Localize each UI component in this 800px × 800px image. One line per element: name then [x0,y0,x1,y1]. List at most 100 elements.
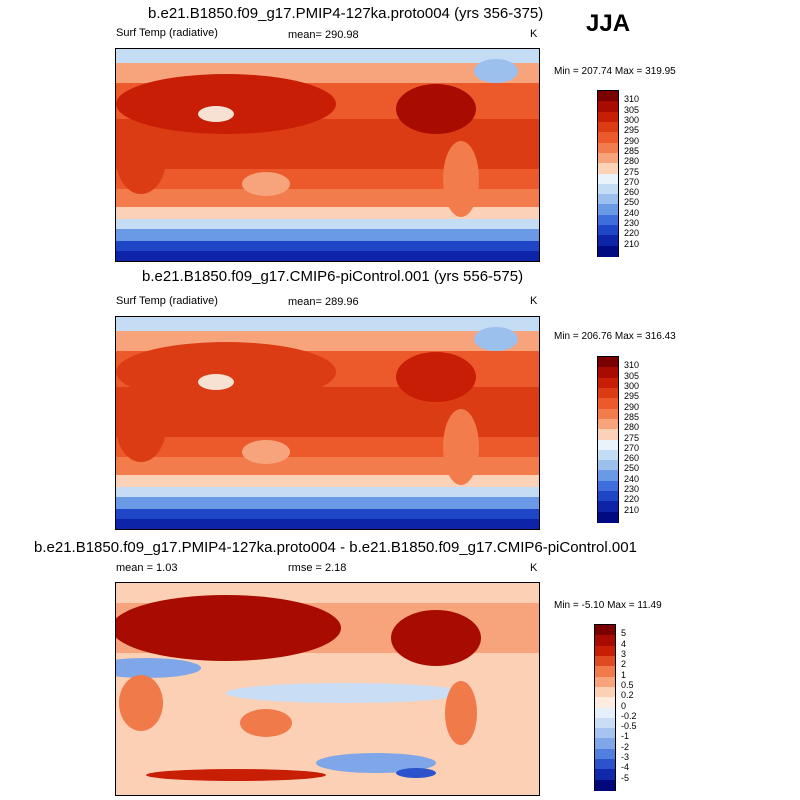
map-continent-eurasia [116,342,336,402]
map-band [116,457,539,475]
panel-2-title: b.e21.B1850.f09_g17.CMIP6-piControl.001 … [142,268,524,285]
panel-1-map [115,48,540,262]
colorbar-tick-label: 285 [624,411,640,422]
colorbar-tick-label: 280 [624,156,640,167]
colorbar-tick-label: 270 [624,442,640,453]
panel-3-minmax-label: Min = -5.10 Max = 11.49 [554,600,662,611]
map-band [116,497,539,509]
map-continent-eurasia [116,74,336,134]
map-continent-northamerica [396,352,476,402]
map-band [116,509,539,519]
colorbar-box [598,163,618,174]
colorbar-box [598,152,618,164]
colorbar-box [595,707,615,719]
colorbar-tick-label: -3 [621,752,630,763]
colorbar-tick-label: 270 [624,176,640,187]
colorbar-box [598,132,618,144]
colorbar-tick-label: 4 [621,638,627,649]
colorbar-box [598,439,618,451]
colorbar-box [598,225,618,236]
map-continent-southamerica [443,409,479,485]
panel-1-units-label: K [530,28,538,40]
map-continent-africa [116,124,166,194]
map-continent-africa [119,675,163,731]
colorbar-tick-label: 290 [624,401,640,412]
panel-3-units-label: K [530,562,538,574]
colorbar-tick-label: 210 [624,504,640,515]
panel-2-variable-label: Surf Temp (radiative) [116,295,218,307]
colorbar-tick-label: -0.2 [621,710,637,721]
colorbar-tick-label: 300 [624,114,640,125]
map-tibet-plateau [198,106,234,122]
colorbar-tick-label: 0.2 [621,690,634,701]
colorbar-tick-label: 250 [624,197,640,208]
colorbar-box [598,418,618,430]
colorbar-box [598,408,618,420]
colorbar-box [598,511,618,523]
colorbar-tick-label: 2 [621,659,627,670]
colorbar-box [595,759,615,770]
colorbar-box [598,204,618,216]
map-band [116,251,539,261]
colorbar-box [595,676,615,688]
panel-2-mean-label: mean= 289.96 [288,296,359,308]
colorbar-tick-label: 295 [624,125,640,136]
panel-1-variable-label: Surf Temp (radiative) [116,27,218,39]
colorbar-tick-label: 250 [624,463,640,474]
map-band [116,241,539,251]
colorbar-tick-label: 3 [621,648,627,659]
panel-1-minmax-label: Min = 207.74 Max = 319.95 [554,66,676,77]
colorbar-box [595,645,615,657]
colorbar-box [595,748,615,760]
colorbar-tick-label: 220 [624,228,640,239]
colorbar-box [598,245,618,257]
panel-3-title: b.e21.B1850.f09_g17.PMIP4-127ka.proto004… [34,539,637,556]
colorbar-box [595,717,615,729]
colorbar-tick-label: 0 [621,700,627,711]
colorbar-tick-label: 220 [624,494,640,505]
season-label: JJA [586,10,631,37]
colorbar-box [595,625,615,636]
map-band [116,169,539,189]
colorbar-box [598,235,618,247]
colorbar-tick-label: 230 [624,218,640,229]
colorbar-box [598,142,618,154]
panel-1-mean-label: mean= 290.98 [288,29,359,41]
map-band [116,229,539,241]
colorbar-tick-label: -5 [621,772,630,783]
colorbar-tick-label: 210 [624,238,640,249]
colorbar-box [598,214,618,226]
colorbar-tick-label: 275 [624,166,640,177]
panel-2-colorbar [597,356,619,523]
panel-3-map [115,582,540,796]
colorbar-tick-label: 275 [624,432,640,443]
colorbar-tick-label: 295 [624,391,640,402]
colorbar-tick-label: 305 [624,104,640,115]
colorbar-tick-label: 260 [624,453,640,464]
map-continent-australia [242,172,290,196]
colorbar-box [598,121,618,133]
colorbar-tick-label: 300 [624,380,640,391]
map-tibet-plateau [198,374,234,390]
colorbar-tick-label: -1 [621,731,630,742]
colorbar-tick-label: 230 [624,484,640,495]
colorbar-tick-label: 305 [624,370,640,381]
colorbar-box [595,738,615,750]
colorbar-box [598,377,618,389]
colorbar-box [598,501,618,513]
colorbar-tick-label: -4 [621,762,630,773]
colorbar-box [598,101,618,113]
colorbar-box [598,398,618,410]
map-continent-eurasia [116,595,341,661]
colorbar-box [595,769,615,781]
colorbar-tick-label: -2 [621,741,630,752]
colorbar-box [598,429,618,440]
map-continent-africa [116,392,166,462]
panel-3-mean-label: mean = 1.03 [116,562,178,574]
map-band [116,49,539,63]
map-band [116,189,539,207]
colorbar-tick-label: 0.5 [621,679,634,690]
map-band [116,519,539,529]
map-southern-ocean [316,753,436,773]
colorbar-box [598,449,618,461]
